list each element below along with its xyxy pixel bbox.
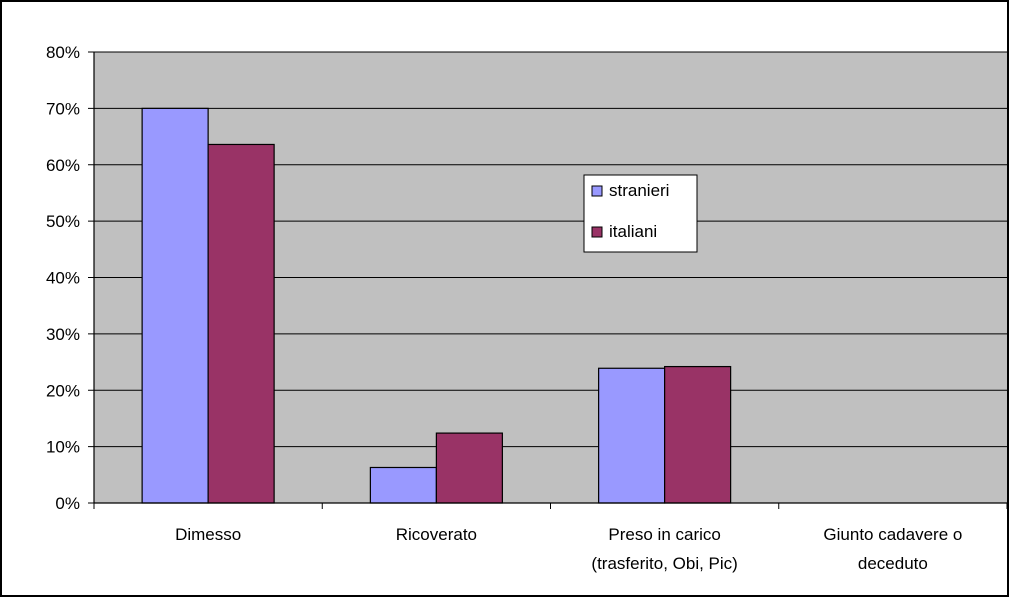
x-tick-label: Preso in carico (trasferito, Obi, Pic)	[591, 525, 737, 573]
y-tick-label: 20%	[46, 381, 80, 400]
bar-stranieri	[369, 466, 437, 504]
legend-box	[583, 174, 698, 253]
x-tick-label: Ricoverato	[396, 525, 477, 544]
y-tick-label: 60%	[46, 156, 80, 175]
y-tick-label: 10%	[46, 438, 80, 457]
y-tick-label: 30%	[46, 325, 80, 344]
legend-label-italiani: italiani	[609, 222, 657, 241]
y-tick-labels: 0% 10% 20% 30% 40% 50% 60% 70% 80%	[46, 43, 80, 513]
y-tick-label: 40%	[46, 269, 80, 288]
x-tick-label: Giunto cadavere o deceduto	[823, 525, 962, 573]
x-tick-label: Dimesso	[175, 525, 241, 544]
y-tick-label: 50%	[46, 212, 80, 231]
bars	[141, 107, 732, 504]
y-tick-label: 0%	[55, 494, 80, 513]
y-tick-label: 70%	[46, 99, 80, 118]
axes	[88, 51, 1008, 509]
y-tick-label: 80%	[46, 43, 80, 62]
legend: stranieri italiani	[583, 174, 698, 253]
bar-italiani	[664, 365, 732, 504]
legend-swatch-italiani	[591, 226, 603, 238]
bar-italiani	[435, 432, 503, 504]
bar-italiani	[207, 143, 275, 504]
x-tick-labels: Dimesso Ricoverato Preso in carico (trasfer…	[175, 525, 962, 573]
legend-label-stranieri: stranieri	[609, 181, 669, 200]
bar-stranieri	[598, 367, 666, 504]
bar-stranieri	[141, 107, 209, 504]
legend-swatch-stranieri	[591, 185, 603, 197]
